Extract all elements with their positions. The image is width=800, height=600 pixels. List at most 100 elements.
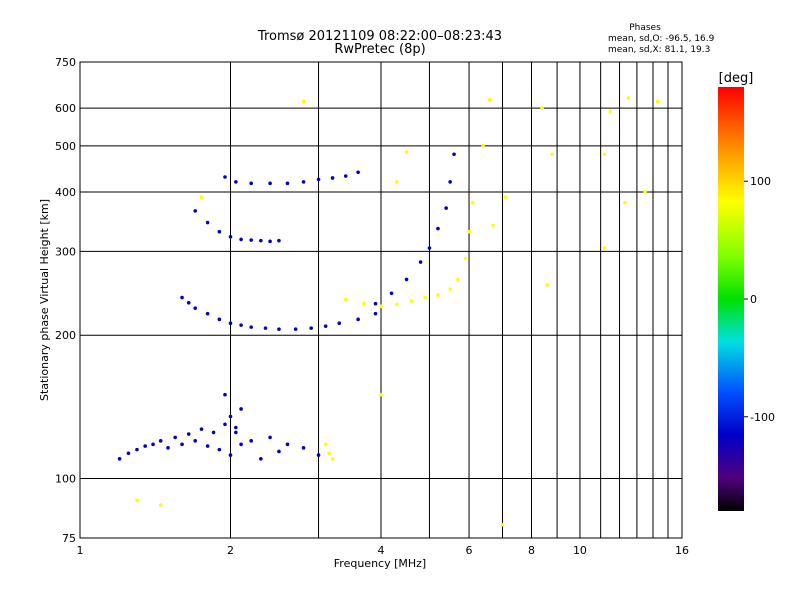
data-point <box>217 317 222 322</box>
data-point <box>223 392 227 397</box>
data-point <box>263 326 268 330</box>
data-point <box>223 175 227 179</box>
data-point <box>323 442 328 447</box>
data-point <box>249 238 253 242</box>
data-point <box>211 430 216 435</box>
y-tick-label: 100 <box>55 473 76 486</box>
data-point <box>470 200 475 205</box>
stats-title: Phases <box>629 23 661 33</box>
data-point <box>249 325 253 329</box>
data-point <box>463 256 468 261</box>
data-point <box>285 442 290 447</box>
data-point <box>452 152 456 157</box>
data-point <box>448 287 452 291</box>
data-point <box>117 457 122 461</box>
data-point <box>301 446 306 450</box>
y-axis-label: Stationary phase Virtual Height [km] <box>38 199 51 401</box>
data-point <box>205 444 210 448</box>
data-point <box>500 522 505 527</box>
data-point <box>193 439 198 443</box>
data-point <box>337 321 342 325</box>
data-point <box>199 195 204 199</box>
data-point <box>503 195 508 199</box>
data-point <box>166 446 170 450</box>
data-point <box>323 324 328 328</box>
data-point <box>268 435 272 440</box>
data-point <box>173 435 177 440</box>
data-point <box>228 453 233 457</box>
data-point <box>228 414 233 419</box>
colorbar <box>718 87 744 511</box>
data-point <box>343 174 348 178</box>
data-point <box>626 96 631 100</box>
data-point <box>158 503 163 507</box>
data-point <box>239 442 243 447</box>
y-tick-label: 75 <box>62 532 76 545</box>
data-point <box>608 109 613 114</box>
y-tick-label: 750 <box>55 56 76 69</box>
chart-subtitle: RwPretec (8p) <box>334 42 425 57</box>
y-tick-label: 400 <box>55 186 76 199</box>
data-point <box>456 277 460 282</box>
data-point <box>394 180 399 184</box>
data-point <box>545 283 550 287</box>
data-point <box>268 239 272 244</box>
data-point <box>491 223 495 228</box>
data-point <box>259 238 263 243</box>
data-point <box>343 297 348 302</box>
data-point <box>444 206 448 210</box>
x-tick-label: 1 <box>77 544 84 557</box>
data-point <box>602 152 607 157</box>
data-point <box>228 234 233 239</box>
data-point <box>448 180 452 184</box>
data-point <box>151 442 155 447</box>
data-point <box>268 181 272 186</box>
data-point <box>249 181 253 186</box>
data-point <box>277 238 281 243</box>
data-point <box>309 326 313 330</box>
data-point <box>193 209 198 213</box>
x-axis-ticks: 1 2 4 6 8 10 16 <box>77 544 690 557</box>
colorbar-ticks: 100 0 -100 <box>744 175 775 424</box>
data-point <box>193 306 198 310</box>
data-point <box>277 327 281 331</box>
data-point <box>316 453 321 457</box>
data-point <box>158 439 163 443</box>
data-point <box>223 422 227 427</box>
data-point <box>199 427 204 431</box>
data-point <box>301 99 306 104</box>
data-point <box>217 447 222 452</box>
colorbar-tick-label: -100 <box>750 411 775 424</box>
data-point <box>259 457 263 461</box>
data-point <box>239 237 243 242</box>
data-point <box>126 451 131 456</box>
data-point <box>404 277 409 282</box>
data-point <box>394 302 399 307</box>
data-point <box>285 181 290 186</box>
data-point <box>217 229 222 234</box>
data-point <box>249 439 253 443</box>
data-point <box>277 449 281 454</box>
data-point <box>228 321 233 325</box>
data-point <box>180 295 184 300</box>
x-tick-label: 10 <box>573 544 587 557</box>
data-point <box>643 190 647 194</box>
data-point <box>418 260 423 264</box>
data-point <box>135 447 139 452</box>
y-tick-label: 500 <box>55 140 76 153</box>
data-point <box>602 246 607 250</box>
data-point <box>293 327 298 331</box>
data-point <box>467 229 471 234</box>
data-point <box>427 246 432 250</box>
data-point <box>205 311 210 316</box>
data-point <box>487 97 492 102</box>
data-points <box>117 96 660 527</box>
data-point <box>404 150 409 154</box>
stats-o-line: mean, sd,O: -96.5, 16.9 <box>608 34 715 44</box>
data-point <box>481 144 485 148</box>
data-point <box>373 301 378 306</box>
data-point <box>373 311 378 316</box>
x-tick-label: 16 <box>675 544 689 557</box>
data-point <box>436 293 440 297</box>
